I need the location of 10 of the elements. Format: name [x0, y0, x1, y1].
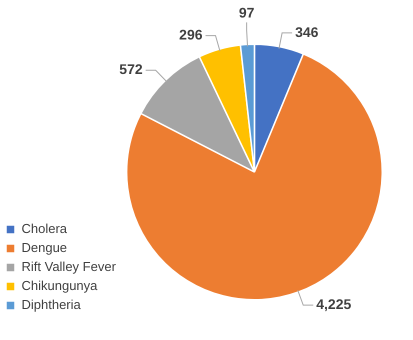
legend-label: Chikungunya [22, 278, 98, 294]
data-label: 97 [238, 4, 255, 20]
legend-label: Cholera [22, 221, 68, 236]
data-label: 4,225 [316, 296, 352, 312]
legend-label: Diphtheria [22, 297, 82, 312]
legend-label: Dengue [22, 240, 68, 256]
data-label: 296 [179, 26, 203, 43]
data-label: 346 [295, 24, 319, 40]
data-label: 572 [119, 61, 143, 78]
legend-label: Rift Valley Fever [22, 259, 117, 274]
